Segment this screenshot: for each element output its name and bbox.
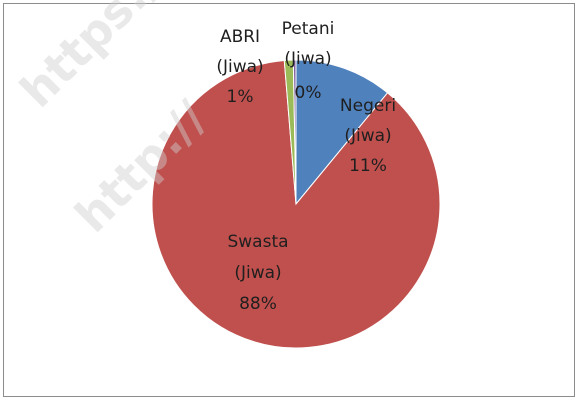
slice-label-petani-unit: (Jiwa)	[284, 49, 331, 69]
pie-slices	[151, 59, 441, 349]
slice-label-swasta-percent: 88%	[239, 294, 277, 314]
pie-slice-swasta	[151, 59, 441, 349]
pie-slice-petani	[292, 59, 297, 205]
slice-label-negeri-percent: 11%	[349, 156, 387, 176]
slice-label-negeri-category: Negeri	[340, 96, 396, 116]
slice-label-abri-unit: (Jiwa)	[216, 57, 263, 77]
slice-label-petani-percent: 0%	[295, 83, 322, 103]
slice-label-swasta-category: Swasta	[227, 232, 288, 252]
slice-label-swasta-unit: (Jiwa)	[234, 263, 281, 283]
slice-label-petani-category: Petani	[282, 19, 335, 39]
slice-label-abri-category: ABRI	[220, 27, 260, 47]
pie-slice-negeri	[295, 59, 389, 206]
slice-label-negeri-unit: (Jiwa)	[344, 126, 391, 146]
slice-label-abri-percent: 1%	[227, 87, 254, 107]
